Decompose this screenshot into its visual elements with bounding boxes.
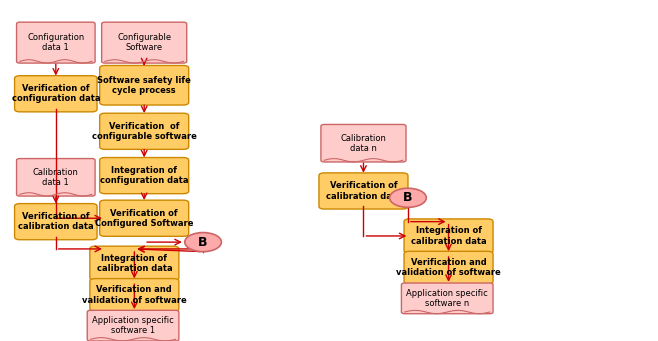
Text: Verification and
validation of software: Verification and validation of software: [82, 285, 187, 305]
Text: Verification  of
configurable software: Verification of configurable software: [91, 122, 197, 141]
FancyBboxPatch shape: [401, 283, 493, 314]
FancyBboxPatch shape: [14, 76, 97, 112]
Text: Application specific
software n: Application specific software n: [407, 289, 488, 308]
FancyBboxPatch shape: [99, 113, 189, 149]
FancyBboxPatch shape: [90, 246, 179, 281]
FancyBboxPatch shape: [101, 22, 187, 63]
FancyBboxPatch shape: [404, 251, 493, 284]
FancyBboxPatch shape: [88, 310, 179, 341]
Circle shape: [185, 233, 222, 252]
Text: Calibration
data 1: Calibration data 1: [33, 168, 79, 187]
FancyBboxPatch shape: [321, 124, 406, 162]
Text: Application specific
software 1: Application specific software 1: [92, 316, 174, 335]
Text: B: B: [198, 236, 208, 249]
Text: Integration of
configuration data: Integration of configuration data: [100, 166, 188, 185]
FancyBboxPatch shape: [14, 204, 97, 240]
Text: Software safety life
cycle process: Software safety life cycle process: [97, 76, 191, 95]
FancyBboxPatch shape: [16, 22, 95, 63]
Text: Verification of
configuration data: Verification of configuration data: [12, 84, 100, 103]
FancyBboxPatch shape: [404, 219, 493, 253]
Text: Verification of
Configured Software: Verification of Configured Software: [95, 209, 193, 228]
Text: Configurable
Software: Configurable Software: [117, 33, 171, 52]
FancyBboxPatch shape: [99, 158, 189, 194]
FancyBboxPatch shape: [90, 279, 179, 311]
FancyBboxPatch shape: [16, 159, 95, 196]
Text: Integration of
calibration data: Integration of calibration data: [97, 254, 172, 273]
FancyBboxPatch shape: [99, 200, 189, 236]
Text: Configuration
data 1: Configuration data 1: [27, 33, 84, 52]
Text: Integration of
calibration data: Integration of calibration data: [411, 226, 486, 246]
Text: B: B: [403, 191, 413, 204]
Text: Verification and
validation of software: Verification and validation of software: [396, 258, 501, 277]
FancyBboxPatch shape: [99, 65, 189, 105]
Text: Calibration
data n: Calibration data n: [341, 134, 386, 153]
Text: Verification of
calibration data: Verification of calibration data: [18, 212, 93, 231]
Text: Verification of
calibration data: Verification of calibration data: [326, 181, 401, 201]
FancyBboxPatch shape: [319, 173, 408, 209]
Circle shape: [390, 188, 426, 207]
